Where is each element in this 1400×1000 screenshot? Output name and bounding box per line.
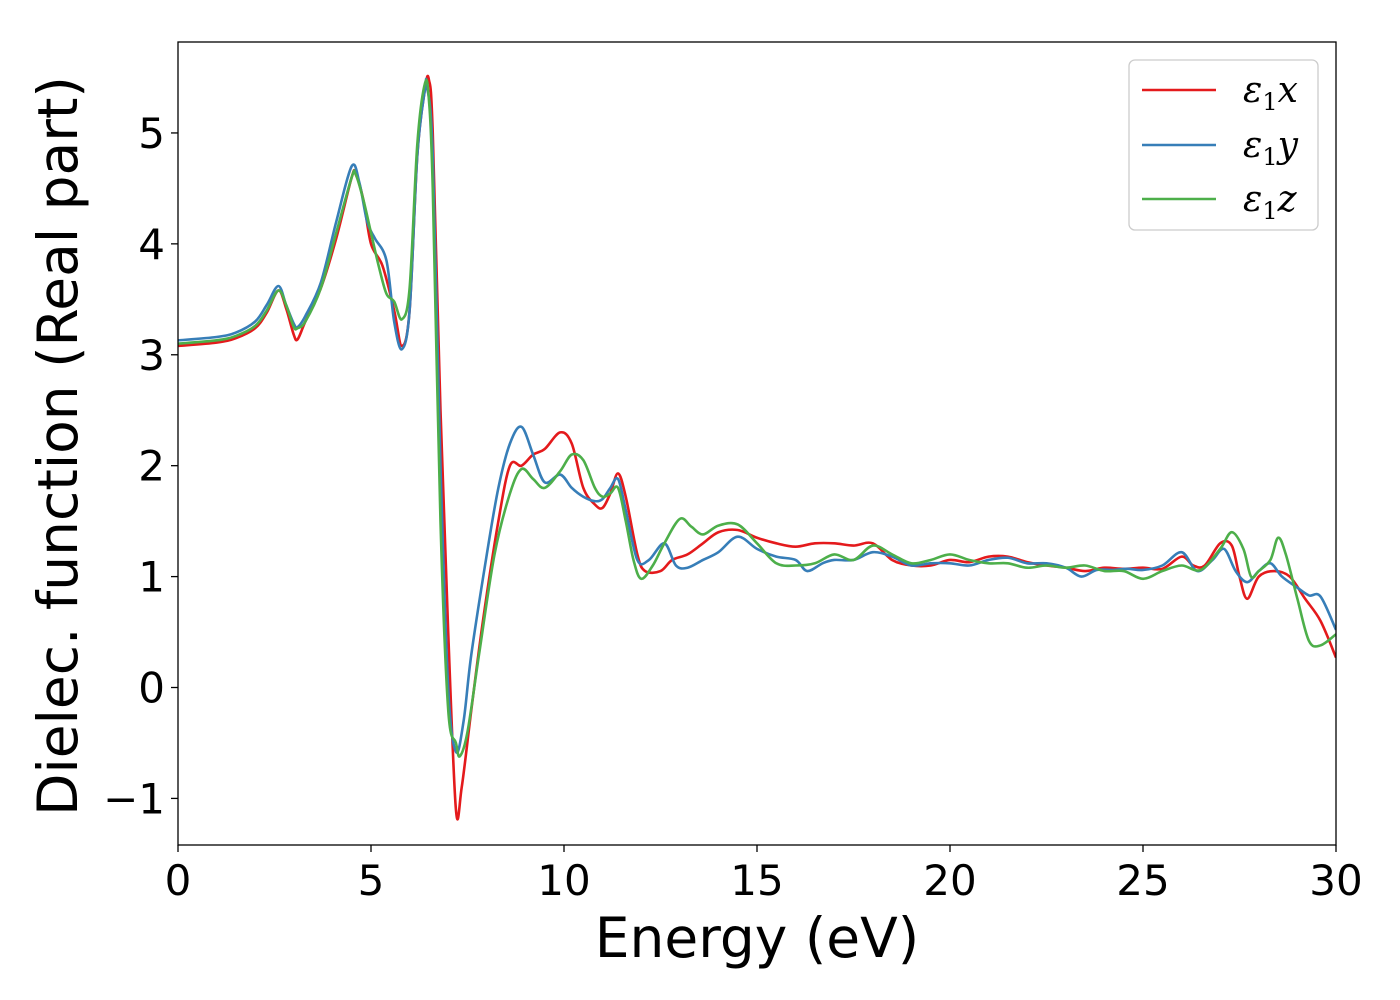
series-layer bbox=[178, 74, 1336, 821]
legend: ε1x ε1y ε1z bbox=[1128, 59, 1319, 231]
x-tick-label: 15 bbox=[730, 856, 783, 905]
y-tick-label: 2 bbox=[138, 442, 165, 491]
legend-label-z: ε1z bbox=[1243, 179, 1298, 225]
x-axis-ticks: 0 5 10 15 20 25 30 bbox=[165, 845, 1363, 905]
x-tick-label: 20 bbox=[923, 856, 976, 905]
x-axis-title: Energy (eV) bbox=[595, 906, 919, 970]
y-tick-label: 0 bbox=[138, 664, 165, 713]
x-tick-label: 25 bbox=[1116, 856, 1169, 905]
legend-label-x: ε1x bbox=[1243, 70, 1298, 116]
y-tick-label: −1 bbox=[103, 774, 165, 823]
y-axis-title: Dielec. function (Real part) bbox=[26, 76, 90, 816]
x-tick-label: 30 bbox=[1309, 856, 1362, 905]
y-tick-label: 4 bbox=[138, 220, 165, 269]
legend-label-y: ε1y bbox=[1243, 125, 1299, 171]
legend-box bbox=[1128, 59, 1319, 231]
y-axis-ticks: −1 0 1 2 3 4 5 bbox=[103, 109, 178, 823]
series-line-y bbox=[178, 77, 1336, 755]
y-tick-label: 5 bbox=[138, 109, 165, 158]
y-tick-label: 1 bbox=[138, 553, 165, 602]
y-tick-label: 3 bbox=[138, 331, 165, 380]
x-tick-label: 10 bbox=[537, 856, 590, 905]
series-line-z bbox=[178, 78, 1336, 758]
x-tick-label: 5 bbox=[358, 856, 385, 905]
x-tick-label: 0 bbox=[165, 856, 192, 905]
